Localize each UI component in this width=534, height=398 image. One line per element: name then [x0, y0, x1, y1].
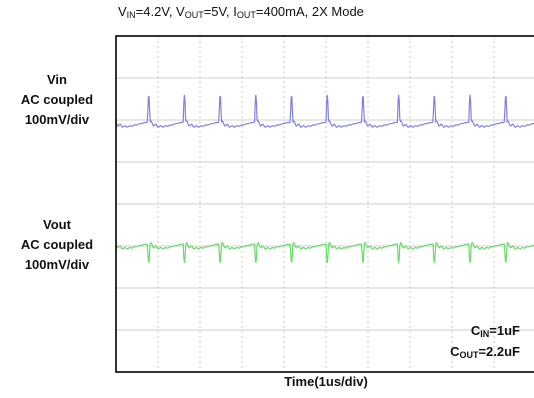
trace-vin — [115, 94, 534, 128]
title-iout-sym: I — [233, 4, 237, 19]
plot-frame — [115, 35, 534, 373]
cout-sub: OUT — [459, 350, 479, 360]
vout-label-line-1: Vout — [43, 217, 71, 232]
cout-val: =2.2uF — [478, 344, 520, 359]
trace-vout — [115, 242, 534, 264]
title-iout-sub: OUT — [236, 10, 256, 20]
chart-title: VIN=4.2V, VOUT=5V, IOUT=400mA, 2X Mode — [118, 4, 364, 20]
title-vout-val: =5V, — [203, 4, 234, 19]
vin-label-line-1: Vin — [47, 72, 67, 87]
cin-val: =1uF — [489, 323, 520, 338]
title-vin-val: =4.2V, — [135, 4, 177, 19]
vout-channel-label: Vout AC coupled 100mV/div — [0, 215, 114, 275]
x-axis-label: Time(1us/div) — [284, 374, 368, 389]
vin-waveform-line — [115, 94, 534, 128]
vin-channel-label: Vin AC coupled 100mV/div — [0, 70, 114, 130]
vout-label-line-2: AC coupled — [20, 237, 94, 252]
title-iout-val: =400mA, 2X Mode — [255, 4, 364, 19]
vout-waveform-line — [115, 242, 534, 264]
vin-label-line-3: 100mV/div — [24, 112, 90, 127]
vout-label-line-3: 100mV/div — [24, 257, 90, 272]
vin-label-line-2: AC coupled — [20, 92, 94, 107]
title-vout-sub: OUT — [184, 10, 204, 20]
cout-note: COUT=2.2uF — [450, 343, 520, 364]
title-vin-sub: IN — [126, 10, 136, 20]
title-vin-sym: V — [118, 4, 127, 19]
cin-note: CIN=1uF — [450, 322, 520, 343]
capacitor-annotation: CIN=1uF COUT=2.2uF — [450, 322, 520, 364]
title-vout-sym: V — [176, 4, 185, 19]
cin-sub: IN — [480, 329, 490, 339]
cout-sym: C — [450, 344, 460, 359]
cin-sym: C — [470, 323, 481, 338]
